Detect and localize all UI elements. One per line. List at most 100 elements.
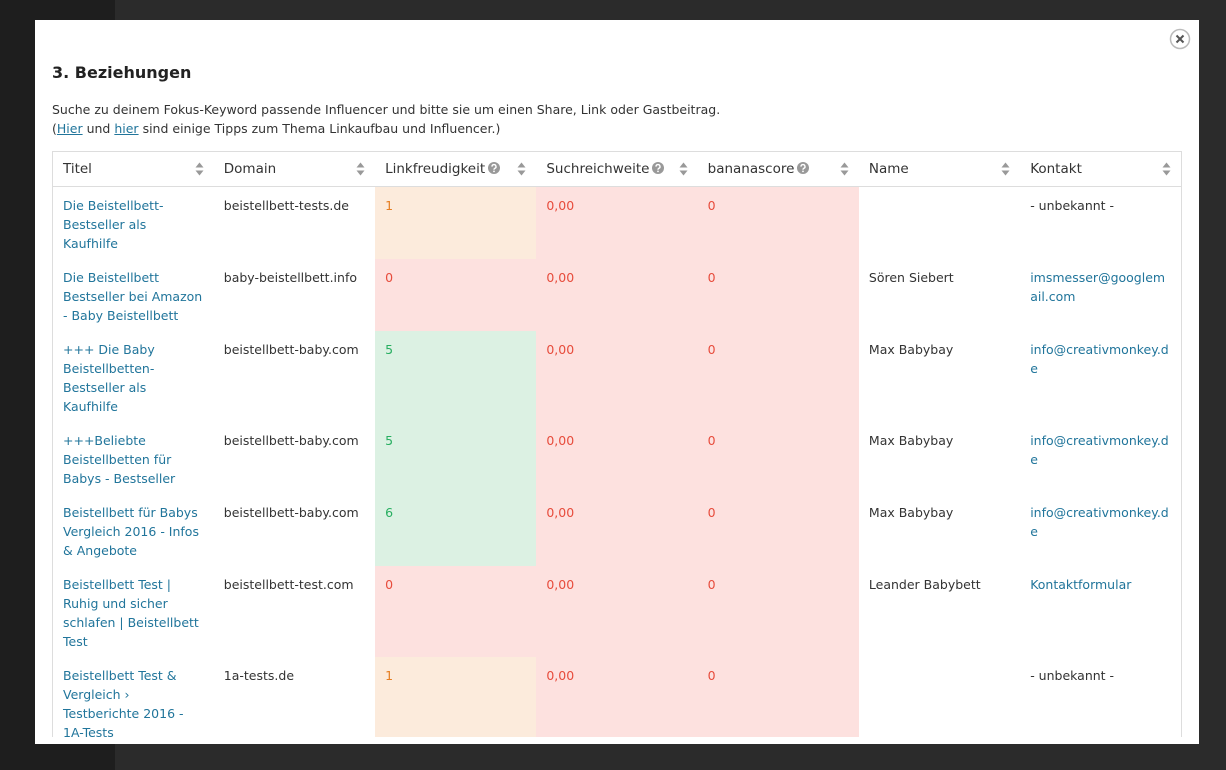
cell-text: 0	[707, 433, 716, 448]
table-row: Beistellbett Test & Vergleich › Testberi…	[53, 657, 1182, 737]
cell-text: Max Babybay	[868, 342, 954, 357]
cell-text: beistellbett-baby.com	[223, 342, 359, 357]
cell: - unbekannt -	[1020, 657, 1181, 737]
cell-text: 0	[385, 270, 394, 285]
cell: beistellbett-test.com	[214, 566, 375, 657]
column-label: Domain	[223, 161, 277, 177]
cell: Beistellbett Test & Vergleich › Testberi…	[53, 657, 214, 737]
cell-text: 0,00	[546, 577, 575, 592]
description-line: (Hier und hier sind einige Tipps zum The…	[52, 119, 720, 138]
cell-text: 0	[707, 505, 716, 520]
cell-text: 0	[707, 577, 716, 592]
cell: Max Babybay	[859, 331, 1020, 422]
link[interactable]: imsmesser@googlemail.com	[1030, 270, 1166, 304]
cell: 0	[697, 422, 859, 494]
cell: Sören Siebert	[859, 259, 1020, 331]
cell: 0	[697, 566, 859, 657]
cell-text: 0,00	[546, 433, 575, 448]
link[interactable]: info@creativmonkey.de	[1030, 505, 1169, 539]
link[interactable]: Hier	[56, 121, 83, 136]
sort-icon	[1162, 162, 1171, 176]
cell: 1a-tests.de	[214, 657, 375, 737]
close-button[interactable]	[1169, 28, 1191, 50]
link[interactable]: Beistellbett Test | Ruhig und sicher sch…	[63, 577, 199, 649]
cell: 0,00	[536, 494, 698, 566]
sort-icon	[356, 162, 365, 176]
header-row: Titel Domain Linkfreudigkeit Suchreichweite…	[52, 151, 1182, 187]
table-row: Die Beistellbett-Bestseller als Kaufhilf…	[53, 186, 1182, 260]
column-label: Linkfreudigkeit	[385, 161, 486, 177]
cell: beistellbett-baby.com	[214, 422, 375, 494]
link[interactable]: Beistellbett für Babys Vergleich 2016 - …	[63, 505, 199, 558]
sort-icon	[1001, 162, 1010, 176]
cell-text: beistellbett-tests.de	[223, 198, 349, 213]
cell: 0,00	[536, 259, 698, 331]
sort-icon	[840, 162, 849, 176]
text: (	[52, 121, 57, 136]
cell: - unbekannt -	[1020, 187, 1181, 260]
cell: baby-beistellbett.info	[214, 259, 375, 331]
column-header[interactable]: bananascore	[697, 151, 859, 187]
sort-icon	[679, 162, 688, 176]
dialog-title: 3. Beziehungen	[52, 63, 192, 82]
link[interactable]: info@creativmonkey.de	[1030, 433, 1169, 467]
cell: 0,00	[536, 566, 698, 657]
cell: Kontaktformular	[1020, 566, 1181, 657]
cell: 0	[697, 331, 859, 422]
cell-text: 5	[385, 433, 394, 448]
link[interactable]: Die Beistellbett Bestseller bei Amazon -…	[63, 270, 203, 323]
cell-text: 1	[385, 198, 394, 213]
link[interactable]: Beistellbett Test & Vergleich › Testberi…	[63, 668, 184, 737]
cell: 0	[697, 259, 859, 331]
cell-text: Sören Siebert	[868, 270, 954, 285]
dialog-content: 3. Beziehungen Suche zu deinem Fokus-Key…	[35, 20, 1199, 737]
column-label: Titel	[63, 161, 92, 177]
cell: Leander Babybett	[859, 566, 1020, 657]
help-icon	[797, 162, 810, 174]
cell: 0	[697, 657, 859, 737]
help-icon	[488, 162, 501, 174]
cell-text: 0,00	[546, 342, 575, 357]
column-header[interactable]: Titel	[52, 151, 214, 187]
cell: 0	[375, 259, 537, 331]
cell: Max Babybay	[859, 422, 1020, 494]
column-header[interactable]: Linkfreudigkeit	[375, 151, 537, 187]
link[interactable]: +++Beliebte Beistellbetten für Babys - B…	[63, 433, 176, 486]
cell-text: - unbekannt -	[1030, 668, 1115, 683]
cell: +++ Die Baby Beistellbetten-Bestseller a…	[53, 331, 214, 422]
cell	[859, 187, 1020, 260]
table-body: Die Beistellbett-Bestseller als Kaufhilf…	[53, 186, 1182, 737]
cell-text: Max Babybay	[868, 505, 954, 520]
cell: 5	[375, 422, 537, 494]
cell: 0,00	[536, 331, 698, 422]
cell: 1	[375, 657, 537, 737]
influencer-table: Titel Domain Linkfreudigkeit Suchreichweite…	[52, 151, 1182, 737]
link[interactable]: +++ Die Baby Beistellbetten-Bestseller a…	[63, 342, 155, 414]
help-icon	[652, 162, 665, 174]
column-header[interactable]: Domain	[213, 151, 376, 187]
cell-text: 0,00	[546, 198, 575, 213]
column-header[interactable]: Suchreichweite	[536, 151, 698, 187]
column-header[interactable]: Kontakt	[1020, 151, 1182, 187]
table-row: +++ Die Baby Beistellbetten-Bestseller a…	[53, 331, 1182, 422]
text: sind einige Tipps zum Thema Linkaufbau u…	[142, 121, 501, 136]
link[interactable]: Die Beistellbett-Bestseller als Kaufhilf…	[63, 198, 164, 251]
cell: 6	[375, 494, 537, 566]
cell-text: 5	[385, 342, 394, 357]
cell-text: 0	[707, 198, 716, 213]
column-label: bananascore	[707, 161, 795, 177]
column-header[interactable]: Name	[858, 151, 1021, 187]
link[interactable]: info@creativmonkey.de	[1030, 342, 1169, 376]
cell-text: beistellbett-baby.com	[223, 433, 359, 448]
link[interactable]: hier	[114, 121, 139, 136]
cell-text: 1a-tests.de	[223, 668, 295, 683]
table-row: Beistellbett für Babys Vergleich 2016 - …	[53, 494, 1182, 566]
text: und	[86, 121, 111, 136]
cell: Beistellbett Test | Ruhig und sicher sch…	[53, 566, 214, 657]
cell-text: beistellbett-test.com	[223, 577, 354, 592]
cell: 5	[375, 331, 537, 422]
cell: beistellbett-baby.com	[214, 331, 375, 422]
column-label: Name	[868, 161, 909, 177]
cell: +++Beliebte Beistellbetten für Babys - B…	[53, 422, 214, 494]
link[interactable]: Kontaktformular	[1030, 577, 1132, 592]
